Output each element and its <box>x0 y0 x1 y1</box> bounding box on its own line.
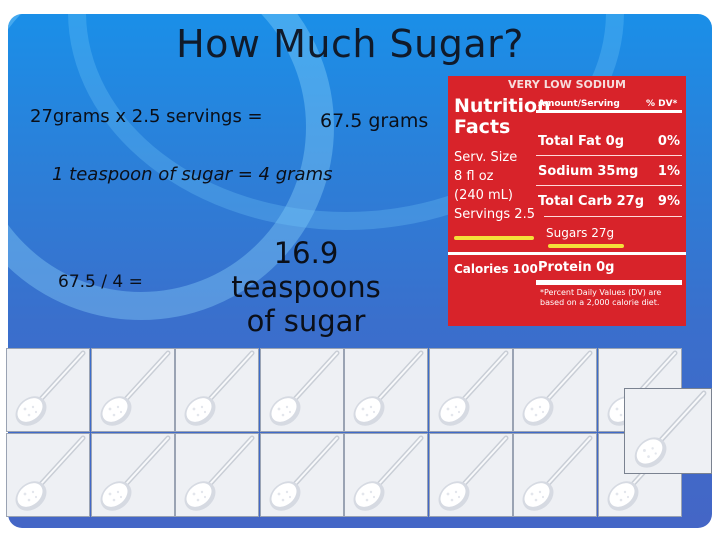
serving-info: Serv. Size 8 fl oz (240 mL) Servings 2.5 <box>454 148 535 224</box>
label-footnote: *Percent Daily Values (DV) are based on … <box>540 288 662 307</box>
serv-size-line-1: Serv. Size <box>454 150 518 165</box>
label-divider <box>536 280 682 285</box>
servings-count: Servings 2.5 <box>454 207 535 222</box>
sugar-spoon-icon <box>428 433 513 517</box>
sugar-spoon-icon <box>513 433 597 517</box>
answer-text: 16.9 teaspoons of sugar <box>196 236 416 338</box>
sugars-highlight <box>548 244 624 248</box>
total-fat-dv: 0% <box>657 134 680 149</box>
sugar-spoon-icon <box>90 433 175 517</box>
answer-line-2: of sugar <box>246 304 366 338</box>
sugar-spoon-icon <box>344 433 428 517</box>
label-divider <box>448 252 686 255</box>
answer-line-1: 16.9 teaspoons <box>231 236 381 304</box>
nutrition-label-image: VERY LOW SODIUM Nutrition Facts Amount/S… <box>448 76 686 326</box>
sugars-row: Sugars 27g <box>546 226 615 240</box>
slide-title: How Much Sugar? <box>176 22 524 66</box>
dv-header: % DV* <box>646 99 678 109</box>
amount-header: Amount/Serving <box>538 99 620 109</box>
sugar-spoon-icon <box>6 348 90 432</box>
sugar-spoon-icon <box>344 348 428 432</box>
label-divider <box>536 110 682 113</box>
sodium-dv: 1% <box>657 164 680 179</box>
label-title-line-1: Nutrition <box>454 95 551 117</box>
total-fat-row: Total Fat 0g <box>538 134 625 149</box>
sodium-row: Sodium 35mg <box>538 164 639 179</box>
sugar-spoon-icon <box>175 348 259 432</box>
sugar-spoon-grid <box>6 348 714 522</box>
label-divider <box>536 185 682 186</box>
sugar-spoon-icon <box>90 348 175 432</box>
sugar-spoon-icon <box>513 348 597 432</box>
protein-row: Protein 0g <box>538 260 615 275</box>
sugar-spoon-icon <box>624 388 712 474</box>
label-divider <box>536 155 682 156</box>
grams-calculation: 27grams x 2.5 servings = <box>30 106 263 127</box>
sugar-spoon-icon <box>175 433 259 517</box>
sugar-spoon-icon <box>428 348 513 432</box>
division-expression: 67.5 / 4 = <box>58 272 143 292</box>
servings-highlight <box>454 236 534 240</box>
grams-result: 67.5 grams <box>320 110 429 132</box>
total-carb-dv: 9% <box>657 194 680 209</box>
calories-row: Calories 100 <box>454 262 538 276</box>
teaspoon-conversion: 1 teaspoon of sugar = 4 grams <box>52 164 333 185</box>
serv-size-line-2: 8 fl oz <box>454 169 494 184</box>
label-divider <box>544 216 682 217</box>
label-banner: VERY LOW SODIUM <box>508 78 626 91</box>
sugar-spoon-icon <box>259 433 344 517</box>
serv-size-line-3: (240 mL) <box>454 188 513 203</box>
label-title-line-2: Facts <box>454 116 511 138</box>
sugar-spoon-icon <box>259 348 344 432</box>
sugar-spoon-icon <box>6 433 90 517</box>
label-title: Nutrition Facts <box>454 96 551 138</box>
total-carb-row: Total Carb 27g <box>538 194 644 209</box>
